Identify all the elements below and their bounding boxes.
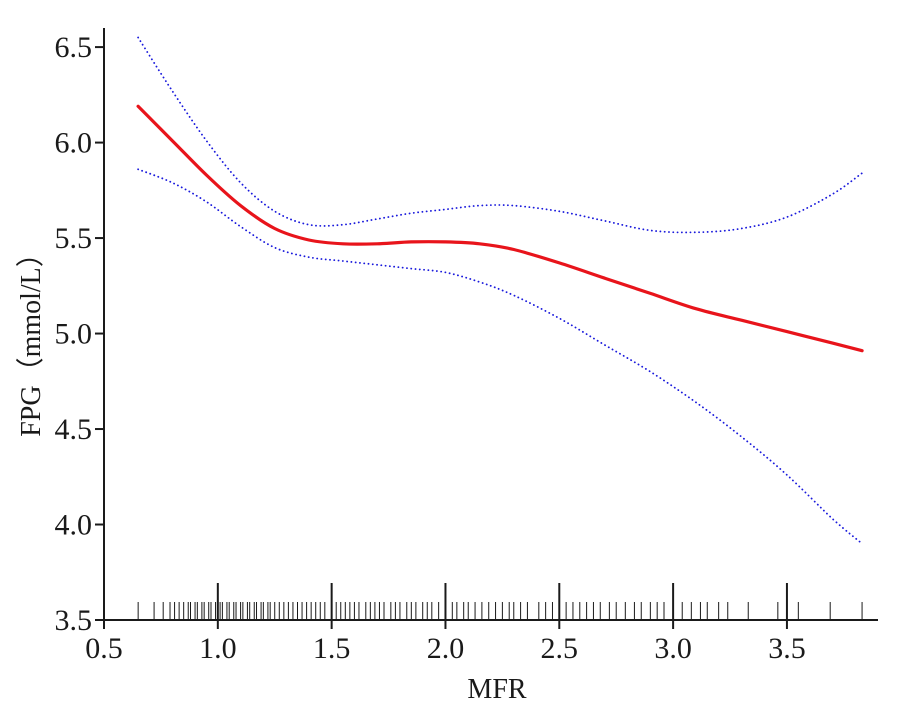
ci-lower-curve [137, 168, 863, 545]
y-tick-label: 6.5 [55, 31, 93, 64]
x-ticks-group: 0.5 1.0 1.5 2.0 2.5 3.0 3.5 [85, 620, 806, 665]
curves-group [136, 36, 864, 545]
x-axis: 0.5 1.0 1.5 2.0 2.5 3.0 3.5 [85, 619, 878, 665]
x-tick-label: 3.5 [768, 632, 806, 665]
y-tick-label: 4.5 [55, 413, 93, 446]
fitted-curve [136, 104, 864, 353]
x-tick-label: 3.0 [654, 632, 692, 665]
y-tick-label: 5.0 [55, 318, 93, 351]
y-axis: 3.5 4.0 4.5 5.0 5.5 6.0 6.5 [55, 28, 105, 637]
y-tick-label: 5.5 [55, 222, 93, 255]
plot-area [136, 36, 864, 620]
x-tick-label: 0.5 [85, 632, 123, 665]
y-tick-label: 6.0 [55, 127, 93, 160]
y-ticks-group: 3.5 4.0 4.5 5.0 5.5 6.0 6.5 [55, 31, 104, 637]
x-tick-label: 1.5 [313, 632, 351, 665]
x-tick-label: 1.0 [199, 632, 237, 665]
x-tick-label: 2.0 [427, 632, 465, 665]
y-tick-label: 4.0 [55, 509, 93, 542]
ci-upper-curve [137, 36, 863, 234]
rug-group [137, 583, 863, 620]
x-tick-label: 2.5 [541, 632, 579, 665]
y-tick-label: 3.5 [55, 604, 93, 637]
x-axis-title: MFR [467, 674, 526, 705]
y-axis-title: FPG（mmol/L） [15, 239, 47, 437]
